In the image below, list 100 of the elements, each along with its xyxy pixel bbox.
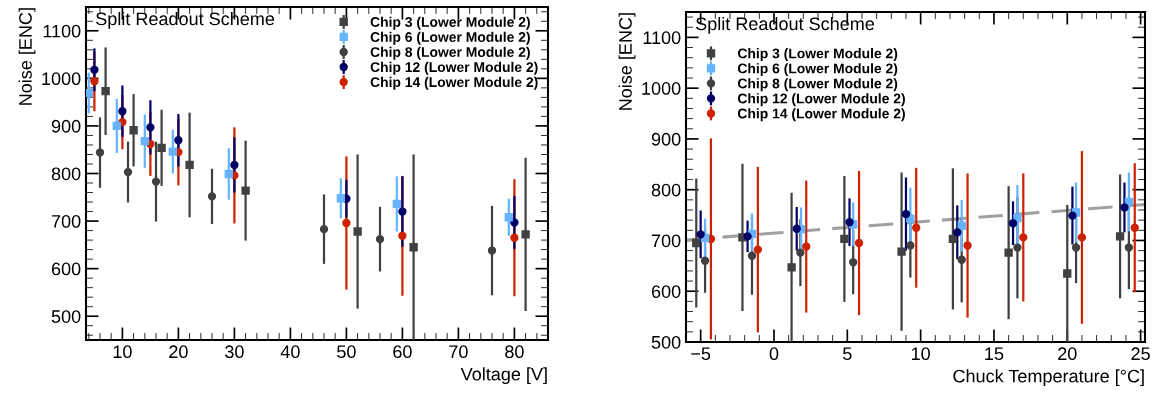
point <box>1063 269 1072 278</box>
point <box>151 177 161 186</box>
point <box>692 238 701 248</box>
point <box>101 87 110 96</box>
point <box>112 121 121 131</box>
y-tick-label: 600 <box>51 262 81 276</box>
x-tick-label: 60 <box>393 345 412 359</box>
point <box>95 148 105 157</box>
point <box>1071 243 1081 252</box>
point <box>342 218 351 228</box>
point <box>1019 233 1028 242</box>
legend-label: Chip 6 (Lower Module 2) <box>370 31 530 45</box>
point <box>86 88 93 98</box>
point <box>1068 211 1077 220</box>
point <box>1013 243 1022 252</box>
point <box>906 241 915 250</box>
point <box>696 230 705 239</box>
point <box>336 194 345 203</box>
y-tick-label: 700 <box>651 234 681 248</box>
point <box>747 251 757 260</box>
point <box>129 126 138 135</box>
legend-label: Chip 3 (Lower Module 2) <box>737 48 898 62</box>
legend-label: Chip 12 (Lower Module 2) <box>737 93 905 107</box>
legend-label: Chip 8 (Lower Module 2) <box>737 78 898 92</box>
point <box>375 234 385 244</box>
point <box>897 247 906 256</box>
point <box>948 234 958 244</box>
point <box>1077 233 1087 242</box>
point <box>521 230 530 239</box>
point <box>792 224 801 233</box>
x-tick-label: 80 <box>505 345 524 359</box>
point <box>963 241 972 250</box>
y-tick-label: 1100 <box>643 31 681 45</box>
point <box>1130 223 1139 232</box>
y-tick-label: 1100 <box>43 24 81 38</box>
y-tick-label: 800 <box>51 167 81 181</box>
point <box>743 232 752 241</box>
point <box>1124 243 1134 252</box>
legend-label: Chip 14 (Lower Module 2) <box>370 76 538 90</box>
point <box>157 143 166 152</box>
point <box>796 248 805 257</box>
point <box>854 238 864 248</box>
legend-label: Chip 8 (Lower Module 2) <box>370 46 530 60</box>
y-tick-label: 500 <box>51 310 81 323</box>
point <box>319 224 329 234</box>
x-axis-title: Voltage [V] <box>460 367 547 385</box>
annotation: Split Readout Scheme <box>96 11 275 29</box>
x-tick-label: 50 <box>337 345 356 359</box>
legend-label: Chip 12 (Lower Module 2) <box>370 61 538 75</box>
point <box>700 256 710 265</box>
point <box>787 263 796 272</box>
point <box>353 227 362 236</box>
y-tick-label: 700 <box>51 215 81 228</box>
x-tick-label: 10 <box>911 347 930 361</box>
point <box>1120 203 1129 212</box>
point <box>753 245 763 254</box>
annotation: Split Readout Scheme <box>696 16 875 34</box>
x-tick-label: 0 <box>769 347 779 361</box>
point <box>504 213 513 222</box>
point <box>849 258 858 267</box>
x-tick-label: 20 <box>1058 347 1077 361</box>
point <box>398 231 407 240</box>
x-tick-label: −5 <box>691 347 711 361</box>
point <box>1115 232 1125 241</box>
point <box>185 160 194 170</box>
y-tick-label: 800 <box>651 183 681 197</box>
point <box>90 65 99 74</box>
x-tick-label: 40 <box>280 345 300 359</box>
x-tick-label: 20 <box>169 345 188 359</box>
y-tick-label: 900 <box>51 119 81 133</box>
x-axis-title: Chuck Temperature [°C] <box>953 369 1144 387</box>
point <box>510 218 519 227</box>
x-tick-label: 5 <box>843 347 852 361</box>
x-tick-label: 25 <box>1131 347 1150 361</box>
y-tick-label: 500 <box>651 335 681 349</box>
point <box>1008 219 1018 228</box>
point <box>90 77 99 86</box>
legend-label: Chip 6 (Lower Module 2) <box>737 63 898 77</box>
point <box>146 123 155 132</box>
point <box>845 218 854 227</box>
point <box>398 207 407 216</box>
x-tick-label: 30 <box>225 345 244 359</box>
point <box>1004 248 1013 257</box>
y-tick-label: 600 <box>651 285 681 298</box>
point <box>224 169 233 179</box>
y-tick-label: 900 <box>651 132 681 146</box>
y-tick-label: 1000 <box>42 72 81 86</box>
x-tick-label: 70 <box>449 345 468 359</box>
legend-label: Chip 14 (Lower Module 2) <box>737 108 905 122</box>
point <box>802 242 811 251</box>
x-tick-label: 10 <box>113 345 132 359</box>
x-tick-label: 15 <box>985 347 1004 361</box>
y-axis-title: Noise [ENC] <box>18 8 36 105</box>
point <box>207 192 217 201</box>
point <box>957 255 966 264</box>
point <box>912 223 921 232</box>
legend-label: Chip 3 (Lower Module 2) <box>370 16 530 30</box>
point <box>953 228 962 237</box>
point <box>241 186 250 195</box>
point <box>118 107 127 116</box>
